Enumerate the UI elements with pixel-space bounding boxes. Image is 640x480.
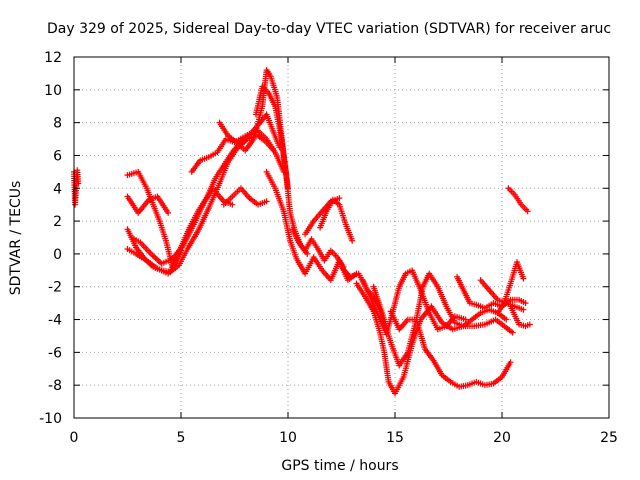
data-points — [71, 67, 533, 397]
data-point — [526, 321, 533, 328]
data-series — [387, 308, 514, 390]
y-tick-label: -4 — [48, 313, 62, 329]
data-point — [229, 201, 236, 208]
x-tick-label: 20 — [493, 430, 511, 446]
x-axis-label: GPS time / hours — [281, 458, 398, 474]
y-tick-label: 6 — [53, 148, 62, 164]
data-series — [505, 185, 531, 215]
data-series — [477, 277, 527, 313]
y-tick-label: -10 — [39, 411, 62, 427]
y-tick-label: 10 — [44, 83, 62, 99]
y-tick-label: -6 — [48, 345, 62, 361]
data-series — [169, 127, 277, 271]
y-tick-label: 4 — [53, 181, 62, 197]
y-tick-label: 2 — [53, 214, 62, 230]
y-tick-label: -2 — [48, 280, 62, 296]
data-series — [263, 168, 360, 284]
data-point — [263, 198, 270, 205]
data-series — [289, 226, 347, 271]
x-tick-label: 5 — [177, 430, 186, 446]
y-tick-label: 8 — [53, 116, 62, 132]
y-axis-label: SDTVAR / TECUs — [8, 181, 24, 296]
y-tick-label: 12 — [44, 50, 62, 66]
data-point — [503, 316, 510, 323]
plot-frame — [73, 56, 610, 419]
data-point — [75, 180, 82, 187]
data-point — [336, 195, 343, 202]
x-tick-label: 0 — [70, 430, 79, 446]
x-tick-label: 25 — [600, 430, 618, 446]
x-tick-label: 10 — [279, 430, 297, 446]
data-series — [124, 193, 172, 216]
data-point — [304, 250, 311, 257]
data-point — [524, 208, 531, 215]
data-series — [507, 303, 533, 330]
data-series — [494, 259, 527, 316]
data-point — [270, 145, 277, 152]
data-point — [509, 329, 516, 336]
data-point — [520, 306, 527, 313]
data-series — [317, 196, 356, 244]
data-series — [71, 167, 82, 208]
y-tick-label: 0 — [53, 247, 62, 263]
data-series — [212, 188, 236, 208]
x-tick-label: 15 — [386, 430, 404, 446]
y-tick-label: -8 — [48, 378, 62, 394]
data-series — [353, 280, 516, 397]
data-point — [462, 316, 469, 323]
x-axis-ticks: 0 5 10 15 20 25 — [70, 57, 618, 446]
data-point — [507, 359, 514, 366]
data-point — [520, 275, 527, 282]
data-point — [165, 209, 172, 216]
chart-title: Day 329 of 2025, Sidereal Day-to-day VTE… — [47, 21, 611, 37]
data-point — [522, 300, 529, 307]
grid-lines — [74, 57, 609, 418]
y-axis-ticks: -10 -8 -6 -4 -2 0 2 4 6 8 10 12 — [39, 50, 609, 427]
data-series — [359, 267, 469, 338]
data-point — [349, 237, 356, 244]
